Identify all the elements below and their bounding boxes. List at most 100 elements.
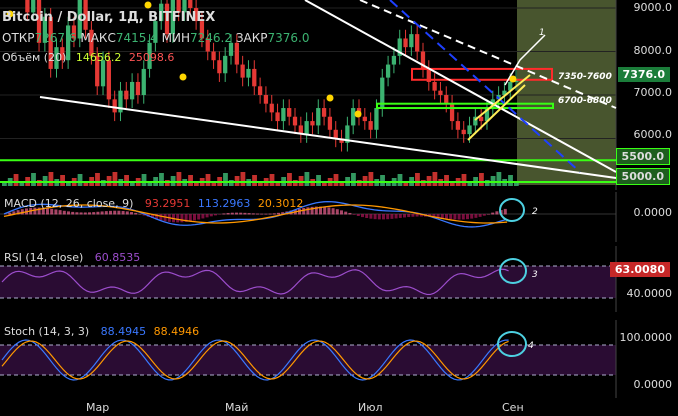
macd-hist-bar bbox=[264, 213, 268, 215]
volume-bar bbox=[240, 172, 246, 186]
macd-hist-bar bbox=[226, 212, 230, 215]
macd-hist-bar bbox=[117, 210, 121, 215]
candle-body bbox=[106, 60, 111, 100]
rsi-band bbox=[0, 266, 616, 298]
macd-legend: MACD (12, 26, close, 9) 93.2951 113.2963… bbox=[4, 197, 303, 210]
stoch-pane[interactable] bbox=[0, 320, 678, 398]
macd-hist-bar bbox=[155, 214, 159, 220]
volume-row: Объём (20) 14656.2 25098.6 bbox=[2, 51, 174, 64]
macd-hist-bar bbox=[272, 213, 276, 215]
macd-hist-bar bbox=[239, 212, 243, 215]
macd-hist-bar bbox=[306, 207, 310, 215]
candle-body bbox=[391, 55, 397, 65]
candle-body bbox=[473, 116, 478, 126]
stoch-value1: 88.4945 bbox=[100, 325, 147, 338]
macd-hist-bar bbox=[121, 210, 125, 215]
close-label: ЗАКР bbox=[235, 31, 268, 45]
macd-pane[interactable] bbox=[0, 192, 678, 242]
projection-path bbox=[504, 34, 546, 86]
macd-hist-bar bbox=[134, 212, 138, 215]
candle-body bbox=[275, 112, 280, 122]
macd-highlight-circle bbox=[499, 198, 525, 222]
price-chart[interactable] bbox=[0, 0, 678, 190]
macd-hist-bar bbox=[222, 213, 226, 215]
candle-body bbox=[205, 38, 210, 52]
candle-body bbox=[333, 129, 338, 139]
macd-hist-bar bbox=[394, 214, 398, 219]
candle-body bbox=[25, 0, 30, 13]
macd-hist-bar bbox=[478, 214, 482, 217]
signal-dot bbox=[144, 1, 152, 9]
macd-hist-bar bbox=[58, 210, 62, 215]
candle-body bbox=[351, 108, 356, 126]
candle-body bbox=[147, 42, 152, 69]
rsi-pane[interactable] bbox=[0, 246, 678, 312]
candle-body bbox=[141, 68, 146, 95]
volume-bar bbox=[415, 173, 420, 186]
wave-label-2: 2 bbox=[532, 207, 538, 217]
candle-body bbox=[246, 68, 251, 78]
macd-chart[interactable] bbox=[0, 192, 678, 242]
candle-body bbox=[455, 121, 461, 130]
rsi-axis-40: 40.0000 bbox=[626, 287, 673, 300]
macd-hist-bar bbox=[71, 211, 75, 215]
volume-bar bbox=[432, 172, 438, 186]
volume-bar bbox=[252, 175, 257, 186]
support-5000-badge: 5000.0 bbox=[615, 168, 670, 185]
volume-bar bbox=[48, 172, 54, 186]
macd-hist-bar bbox=[457, 214, 461, 220]
candle-body bbox=[281, 108, 286, 122]
volume-bar bbox=[351, 173, 356, 186]
macd-hist-bar bbox=[335, 209, 339, 215]
macd-hist-bar bbox=[251, 213, 255, 215]
candle-body bbox=[176, 0, 181, 13]
candle-body bbox=[164, 3, 170, 35]
volume-bar bbox=[36, 180, 42, 186]
macd-hist-bar bbox=[487, 213, 490, 215]
rsi-chart[interactable] bbox=[0, 246, 678, 312]
macd-hist-bar bbox=[138, 213, 142, 215]
rsi-title: RSI (14, close) bbox=[4, 251, 84, 264]
macd-hist-bar bbox=[16, 210, 20, 215]
macd-hist-bar bbox=[96, 211, 100, 215]
macd-hist-bar bbox=[209, 214, 213, 217]
macd-hist-bar bbox=[491, 212, 495, 215]
candle-body bbox=[420, 51, 426, 69]
upper-zone-label: 7350-7600 bbox=[558, 72, 612, 82]
macd-hist-bar bbox=[88, 212, 91, 215]
volume-bar bbox=[449, 182, 455, 186]
volume-bar bbox=[321, 182, 327, 186]
macd-hist-bar bbox=[8, 212, 12, 215]
volume-bar bbox=[513, 182, 519, 186]
candle-body bbox=[252, 68, 257, 87]
candle-body bbox=[182, 0, 187, 13]
candle-body bbox=[188, 0, 193, 9]
last-price-badge: 7376.0 bbox=[617, 67, 670, 82]
candle-body bbox=[380, 77, 385, 109]
high-label: МАКС bbox=[80, 31, 116, 45]
macd-hist-bar bbox=[340, 210, 343, 215]
lower-trendline bbox=[39, 96, 617, 179]
macd-hist-bar bbox=[4, 214, 7, 215]
low-label: МИН bbox=[161, 31, 191, 45]
stoch-chart[interactable] bbox=[0, 320, 678, 398]
wedge-line-upper bbox=[467, 84, 526, 141]
candle-body bbox=[403, 38, 408, 48]
signal-dot bbox=[509, 75, 517, 83]
volume-label: Объём (20) bbox=[2, 51, 67, 64]
macd-hist-bar bbox=[445, 214, 448, 219]
candle-body bbox=[118, 90, 123, 113]
price-pane[interactable] bbox=[0, 0, 678, 190]
candle-body bbox=[321, 108, 327, 117]
macd-hist-bar bbox=[466, 214, 469, 220]
macd-hist-bar bbox=[142, 214, 146, 216]
candle-body bbox=[71, 25, 77, 39]
macd-hist-bar bbox=[41, 207, 45, 215]
candle-body bbox=[42, 16, 47, 43]
wave-label-4: 4 bbox=[528, 341, 534, 351]
volume-bar bbox=[188, 175, 193, 186]
volume-bar bbox=[380, 175, 385, 186]
macd-hist-bar bbox=[323, 206, 327, 215]
candle-body bbox=[449, 103, 455, 122]
volume-bar bbox=[508, 175, 513, 186]
